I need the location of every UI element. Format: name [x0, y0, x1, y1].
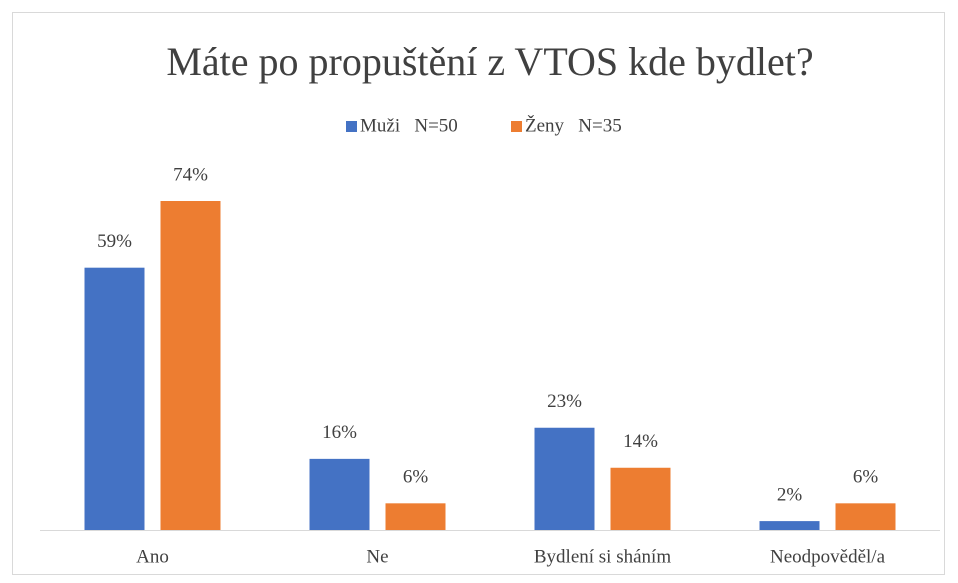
- bar: [534, 427, 595, 530]
- legend-label: Ženy N=35: [525, 114, 622, 136]
- x-tick-label: Neodpověděl/a: [770, 546, 886, 567]
- data-label: 16%: [322, 422, 357, 443]
- chart-title: Máte po propuštění z VTOS kde bydlet?: [166, 39, 813, 84]
- data-label: 6%: [853, 467, 879, 488]
- legend-label: Muži N=50: [360, 115, 458, 136]
- bar: [309, 458, 370, 530]
- data-label: 74%: [173, 164, 208, 185]
- data-label: 59%: [97, 231, 132, 252]
- x-tick-label: Bydlení si sháním: [534, 546, 671, 567]
- bar: [160, 201, 221, 530]
- bar: [835, 503, 896, 530]
- legend-swatch: [346, 121, 357, 132]
- bar: [610, 467, 671, 530]
- legend-swatch: [511, 121, 522, 132]
- chart-border: [12, 12, 945, 575]
- bar: [84, 267, 145, 530]
- data-label: 6%: [403, 467, 429, 488]
- data-label: 23%: [547, 391, 582, 412]
- bar: [385, 503, 446, 530]
- data-label: 2%: [777, 484, 803, 505]
- x-tick-label: Ne: [366, 546, 388, 567]
- data-label: 14%: [623, 431, 658, 452]
- bar: [759, 521, 820, 530]
- x-tick-label: Ano: [136, 546, 169, 567]
